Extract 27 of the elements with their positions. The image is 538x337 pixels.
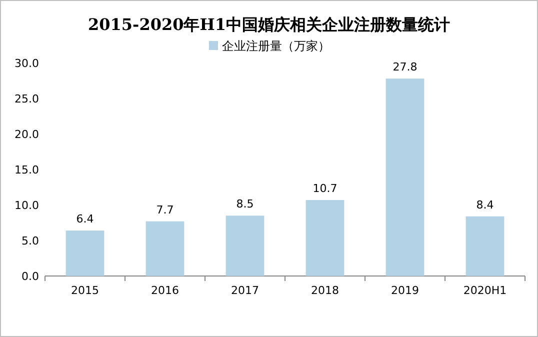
y-tick-label: 15.0 bbox=[14, 164, 39, 176]
bar bbox=[146, 221, 184, 276]
bar bbox=[226, 216, 264, 276]
data-label: 27.8 bbox=[392, 60, 418, 74]
y-tick-label: 30.0 bbox=[14, 57, 39, 70]
y-tick-label: 5.0 bbox=[22, 234, 39, 248]
x-tick-label: 2018 bbox=[311, 284, 339, 297]
y-tick-label: 20.0 bbox=[14, 128, 39, 141]
x-tick-label: 2016 bbox=[151, 284, 179, 297]
x-tick-label: 2017 bbox=[231, 284, 259, 297]
chart-title: 2015-2020年H1中国婚庆相关企业注册数量统计 bbox=[88, 15, 450, 34]
bar bbox=[386, 78, 424, 276]
data-label: 8.4 bbox=[476, 198, 494, 212]
data-label: 7.7 bbox=[156, 203, 174, 216]
bar bbox=[66, 230, 104, 276]
data-label: 8.5 bbox=[236, 198, 254, 211]
bar bbox=[466, 216, 504, 276]
legend-label: 企业注册量（万家） bbox=[222, 39, 330, 53]
y-tick-label: 0.0 bbox=[22, 270, 39, 283]
data-label: 6.4 bbox=[76, 212, 94, 226]
y-tick-label: 10.0 bbox=[14, 199, 39, 212]
x-tick-label: 2020H1 bbox=[463, 284, 507, 297]
bar bbox=[306, 200, 344, 276]
x-tick-label: 2019 bbox=[391, 284, 419, 297]
x-tick-label: 2015 bbox=[71, 284, 99, 297]
y-tick-label: 25.0 bbox=[14, 92, 39, 106]
data-label: 10.7 bbox=[312, 182, 338, 196]
